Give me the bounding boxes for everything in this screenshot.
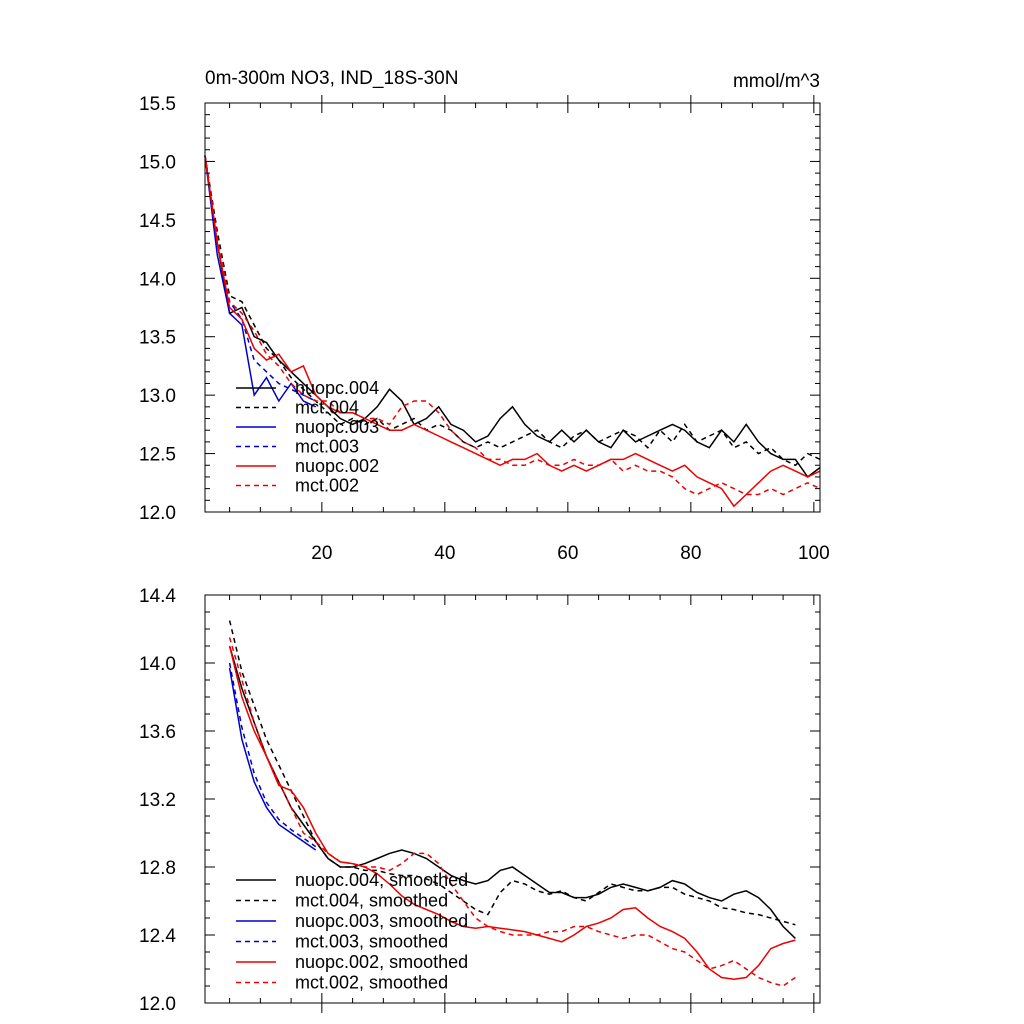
top-series-line-1 xyxy=(204,155,821,478)
y-tick-label: 12.0 xyxy=(139,503,176,524)
legend-label: mct.004 xyxy=(295,398,359,418)
bottom-panel: 12.0 12.4 12.8 13.2 13.6 14.0 14.4 nuopc.004, … xyxy=(139,586,821,1015)
top-series-line-3 xyxy=(204,155,317,408)
legend-label: nuopc.003 xyxy=(295,417,379,437)
top-plot-frame xyxy=(204,102,821,513)
y-tick-label: 13.0 xyxy=(139,386,176,407)
legend-label: mct.003, smoothed xyxy=(295,932,448,952)
bottom-y-ticks: 12.0 12.4 12.8 13.2 13.6 14.0 14.4 xyxy=(139,586,820,1015)
top-x-ticks: 20 40 60 80 100 xyxy=(229,95,830,564)
x-tick-label: 60 xyxy=(557,543,578,564)
y-tick-label: 14.0 xyxy=(139,654,176,675)
bottom-series-line-4 xyxy=(228,662,317,848)
legend-label: nuopc.002 xyxy=(295,456,379,476)
x-tick-label: 20 xyxy=(311,543,332,564)
bottom-series-line-2 xyxy=(228,620,796,926)
bottom-series-line-6 xyxy=(228,637,796,987)
y-tick-label: 14.4 xyxy=(139,586,176,607)
legend-label: nuopc.002, smoothed xyxy=(295,952,468,972)
y-tick-label: 15.0 xyxy=(139,152,176,173)
x-tick-label: 80 xyxy=(680,543,701,564)
y-tick-label: 12.8 xyxy=(139,858,176,879)
unit-label: mmol/m^3 xyxy=(733,71,820,92)
top-y-ticks: 12.0 12.5 13.0 13.5 14.0 14.5 15.0 15.5 xyxy=(139,94,820,524)
legend-label: nuopc.003, smoothed xyxy=(295,911,468,931)
bottom-plot-frame xyxy=(204,594,821,1004)
chart-title: 0m-300m NO3, IND_18S-30N xyxy=(205,68,458,89)
top-series-line-2 xyxy=(204,155,821,467)
y-tick-label: 13.2 xyxy=(139,790,176,811)
top-series-line-6 xyxy=(204,155,821,496)
top-series-line-5 xyxy=(204,155,821,508)
legend-label: mct.003 xyxy=(295,437,359,457)
y-tick-label: 15.5 xyxy=(139,94,176,115)
legend-label: nuopc.004, smoothed xyxy=(295,870,468,890)
x-tick-label: 40 xyxy=(434,543,455,564)
y-tick-label: 12.0 xyxy=(139,994,176,1015)
top-legend: nuopc.004mct.004nuopc.003mct.003nuopc.00… xyxy=(236,378,379,496)
y-tick-label: 13.6 xyxy=(139,722,176,743)
bottom-series-line-3 xyxy=(228,667,317,851)
bottom-plot-lines xyxy=(228,620,796,987)
x-tick-label: 100 xyxy=(798,543,830,564)
legend-label: mct.002, smoothed xyxy=(295,973,448,993)
y-tick-label: 13.5 xyxy=(139,328,176,349)
legend-label: mct.004, smoothed xyxy=(295,891,448,911)
top-panel: 12.0 12.5 13.0 13.5 14.0 14.5 15.0 15.5 20 40 60 8… xyxy=(139,94,830,564)
y-tick-label: 14.5 xyxy=(139,211,176,232)
bottom-series-line-5 xyxy=(228,645,796,980)
bottom-x-ticks xyxy=(229,595,815,1013)
top-plot-lines xyxy=(204,155,821,508)
y-tick-label: 12.5 xyxy=(139,445,176,466)
y-tick-label: 14.0 xyxy=(139,269,176,290)
legend-label: nuopc.004 xyxy=(295,378,379,398)
legend-label: mct.002 xyxy=(295,476,359,496)
y-tick-label: 12.4 xyxy=(139,926,176,947)
